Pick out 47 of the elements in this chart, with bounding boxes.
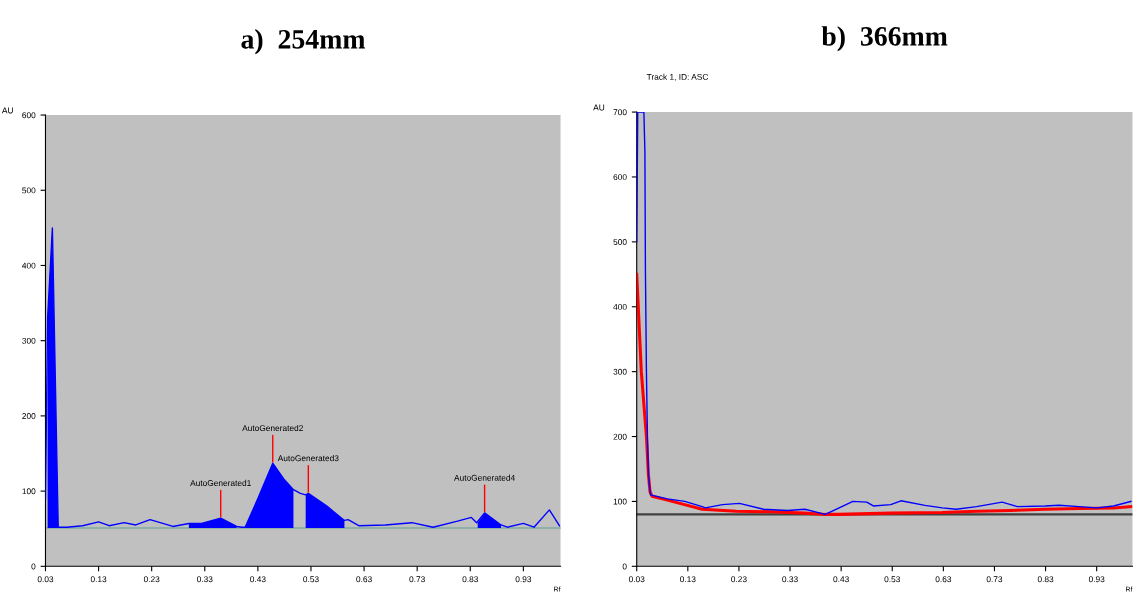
x-tick-label: 0.43 <box>250 576 266 583</box>
y-tick-label: 200 <box>613 433 627 440</box>
x-tick-label: 0.23 <box>143 576 160 583</box>
y-tick-label: 600 <box>22 112 36 119</box>
x-tick-label: 0.13 <box>680 576 696 583</box>
y-tick-label: 600 <box>613 174 627 181</box>
y-tick-label: 500 <box>22 187 36 194</box>
x-tick-label: 0.33 <box>196 576 213 583</box>
y-tick-label: 400 <box>22 262 36 269</box>
x-tick-label: 0.93 <box>515 576 532 583</box>
y-tick-label: 400 <box>613 303 627 310</box>
x-tick-label: 0.03 <box>628 576 645 583</box>
y-tick-label: 500 <box>613 239 627 245</box>
y-tick-label: 100 <box>613 498 627 505</box>
x-tick-label: 0.63 <box>935 576 952 583</box>
y-axis-title: AU <box>593 104 605 111</box>
y-tick-label: 100 <box>22 488 36 495</box>
line-series <box>636 112 1132 516</box>
x-tick-label: 0.03 <box>37 576 54 583</box>
x-tick-label: 0.83 <box>1037 576 1054 583</box>
x-tick-label: 0.93 <box>1088 576 1105 583</box>
x-tick-label: 0.43 <box>833 576 849 583</box>
annotation: AutoGenerated2 <box>242 424 303 432</box>
annotation: AutoGenerated3 <box>277 455 339 462</box>
y-tick-label: 0 <box>622 563 627 570</box>
chart-title: a) 254mm <box>241 29 366 55</box>
x-tick-label: 0.33 <box>782 576 798 583</box>
x-tick-label: 0.53 <box>884 576 900 583</box>
x-tick-label: 0.13 <box>90 576 107 583</box>
y-tick-label: 0 <box>31 563 36 570</box>
line-series <box>636 272 1133 516</box>
y-tick-label: 200 <box>22 413 36 419</box>
chart-title: b) 366mm <box>821 26 948 52</box>
x-tick-label: 0.23 <box>731 576 747 583</box>
x-tick-label: 0.53 <box>303 576 319 583</box>
x-tick-label: 0.73 <box>409 576 425 583</box>
x-tick-label: 0.83 <box>462 576 479 583</box>
x-tick-label: 0.73 <box>986 576 1003 583</box>
x-tick-label: 0.63 <box>356 576 372 583</box>
y-tick-label: 300 <box>613 368 627 375</box>
text: Track 1, ID: ASC <box>646 73 709 81</box>
line-series <box>45 227 561 528</box>
y-axis-title: AU <box>1 107 13 114</box>
y-tick-label: 300 <box>22 337 36 344</box>
annotation: AutoGenerated4 <box>454 474 515 481</box>
y-tick-label: 700 <box>613 109 627 116</box>
annotation: AutoGenerated1 <box>190 479 251 486</box>
